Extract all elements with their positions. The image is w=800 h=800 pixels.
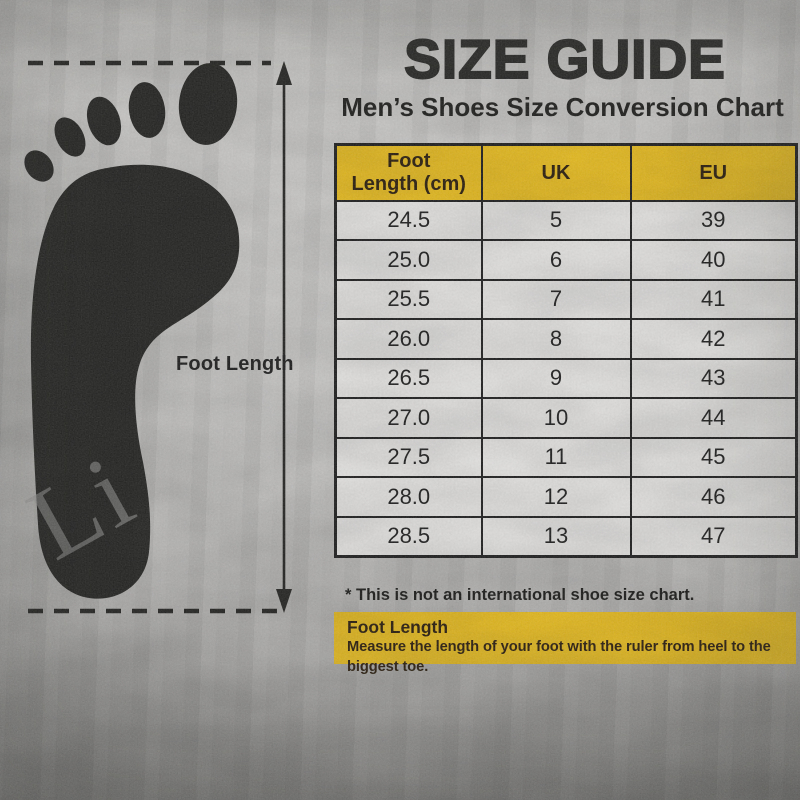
toe-big — [178, 63, 238, 145]
table-cell: 46 — [629, 476, 798, 518]
table-row: 25.0 6 40 — [334, 239, 798, 281]
table-row: 25.5 7 41 — [334, 278, 798, 320]
table-cell: 6 — [480, 239, 632, 281]
table-row: 24.5 5 39 — [334, 199, 798, 241]
toe-fourth — [54, 117, 86, 157]
table-cell: 47 — [629, 515, 798, 557]
arrowhead-up-icon — [276, 61, 292, 85]
table-cell: 26.0 — [334, 318, 483, 360]
table-cell: 28.0 — [334, 476, 483, 518]
table-cell: 44 — [629, 397, 798, 439]
table-cell: 27.5 — [334, 436, 483, 478]
table-row: 26.0 8 42 — [334, 318, 798, 360]
footnote-text: * This is not an international shoe size… — [345, 586, 695, 604]
table-cell: 25.0 — [334, 239, 483, 281]
table-cell: 39 — [629, 199, 798, 241]
table-cell: 13 — [480, 515, 632, 557]
table-cell: 9 — [480, 357, 632, 399]
header-eu: EU — [629, 143, 798, 202]
foot-length-info-box: Foot Length Measure the length of your f… — [334, 612, 796, 675]
arrowhead-down-icon — [276, 589, 292, 613]
table-cell: 28.5 — [334, 515, 483, 557]
table-row: 28.0 12 46 — [334, 476, 798, 518]
table-cell: 43 — [629, 357, 798, 399]
toe-second — [128, 82, 166, 138]
table-row: 28.5 13 47 — [334, 515, 798, 557]
size-table-body: 24.5 5 39 25.0 6 40 25.5 7 41 26.0 8 42 26.5 9 43 27.0 1… — [334, 199, 798, 557]
table-row: 26.5 9 43 — [334, 357, 798, 399]
table-cell: 24.5 — [334, 199, 483, 241]
header-foot-length-cm: Foot Length (cm) — [334, 143, 483, 202]
table-cell: 45 — [629, 436, 798, 478]
table-cell: 10 — [480, 397, 632, 439]
toe-pinky — [24, 150, 54, 182]
table-cell: 42 — [629, 318, 798, 360]
header-uk: UK — [480, 143, 632, 202]
table-cell: 5 — [480, 199, 632, 241]
table-cell: 12 — [480, 476, 632, 518]
table-cell: 41 — [629, 278, 798, 320]
table-cell: 11 — [480, 436, 632, 478]
table-cell: 40 — [629, 239, 798, 281]
info-box-description: Measure the length of your foot with the… — [347, 639, 771, 675]
footprint-diagram — [24, 60, 292, 614]
foot-length-label: Foot Length — [176, 353, 294, 375]
size-conversion-table: Foot Length (cm) UK EU 24.5 5 39 25.0 6 40 25.… — [334, 143, 798, 558]
toe-middle — [86, 96, 122, 146]
page-title: SIZE GUIDE — [403, 27, 726, 91]
page-subtitle: Men’s Shoes Size Conversion Chart — [341, 92, 784, 122]
table-cell: 26.5 — [334, 357, 483, 399]
table-cell: 8 — [480, 318, 632, 360]
table-cell: 27.0 — [334, 397, 483, 439]
table-cell: 7 — [480, 278, 632, 320]
info-box-title: Foot Length — [347, 617, 449, 637]
table-row: 27.0 10 44 — [334, 397, 798, 439]
table-row: 27.5 11 45 — [334, 436, 798, 478]
table-header-row: Foot Length (cm) UK EU — [334, 143, 798, 202]
table-cell: 25.5 — [334, 278, 483, 320]
